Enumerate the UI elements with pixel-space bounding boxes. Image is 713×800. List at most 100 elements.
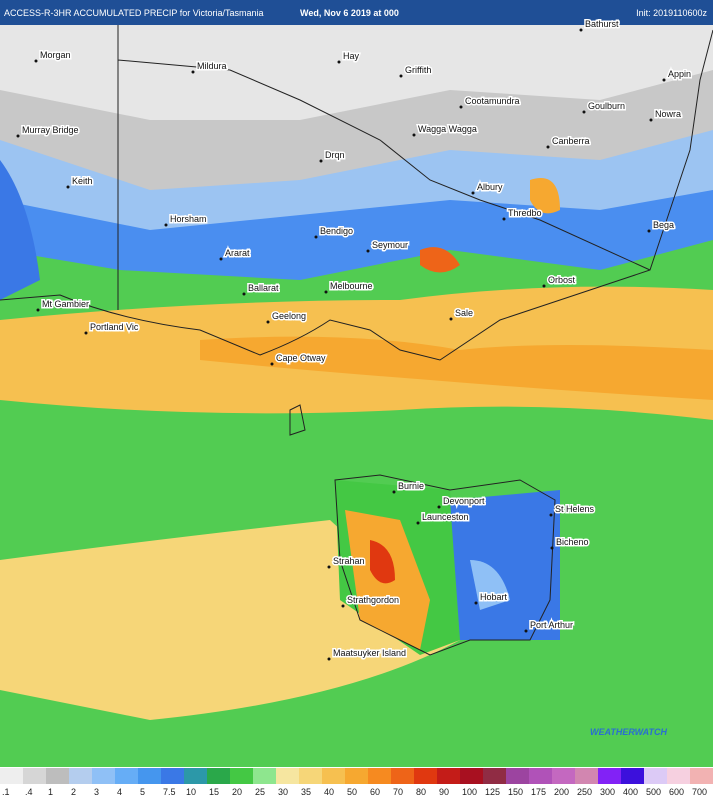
legend-label: 25 bbox=[255, 787, 265, 797]
city-dot bbox=[550, 546, 554, 550]
city-label: Melbourne bbox=[330, 281, 373, 291]
city-label: Thredbo bbox=[508, 208, 542, 218]
city-dot bbox=[337, 60, 341, 64]
city-label: Sale bbox=[455, 308, 473, 318]
city-label: Wagga Wagga bbox=[418, 124, 477, 134]
city-dot bbox=[266, 320, 270, 324]
city-label: Murray Bridge bbox=[22, 125, 79, 135]
legend-swatch bbox=[506, 768, 529, 784]
legend-swatch bbox=[23, 768, 46, 784]
legend-swatch bbox=[92, 768, 115, 784]
city-dot bbox=[242, 292, 246, 296]
city-dot bbox=[502, 217, 506, 221]
legend-swatch bbox=[644, 768, 667, 784]
city-label: Bicheno bbox=[556, 537, 589, 547]
city-dot bbox=[366, 249, 370, 253]
city-label: Burnie bbox=[398, 481, 424, 491]
legend-label: 35 bbox=[301, 787, 311, 797]
legend-label: 10 bbox=[186, 787, 196, 797]
city-label: Strathgordon bbox=[347, 595, 399, 605]
city-dot bbox=[314, 235, 318, 239]
legend-label: 100 bbox=[462, 787, 477, 797]
legend-swatch bbox=[437, 768, 460, 784]
borders bbox=[0, 25, 713, 656]
city-dot bbox=[164, 223, 168, 227]
legend-label: 125 bbox=[485, 787, 500, 797]
city-label: Cootamundra bbox=[465, 96, 520, 106]
legend: .1 .4 1 2 3 4 5 7.5 10 15 20 25 30 35 40 50 60 70 80 90 100 1… bbox=[0, 768, 713, 797]
city-label: Bendigo bbox=[320, 226, 353, 236]
legend-label: 500 bbox=[646, 787, 661, 797]
legend-label: 3 bbox=[94, 787, 99, 797]
city-dot bbox=[16, 134, 20, 138]
legend-label: 15 bbox=[209, 787, 219, 797]
city-dot bbox=[84, 331, 88, 335]
legend-label: 400 bbox=[623, 787, 638, 797]
city-label: Mildura bbox=[197, 61, 227, 71]
legend-label: 175 bbox=[531, 787, 546, 797]
legend-swatch bbox=[138, 768, 161, 784]
city-label: Bathurst bbox=[585, 19, 619, 29]
legend-swatch bbox=[322, 768, 345, 784]
legend-label: .1 bbox=[2, 787, 10, 797]
city-dot bbox=[647, 229, 651, 233]
city-label: Horsham bbox=[170, 214, 207, 224]
legend-swatch bbox=[368, 768, 391, 784]
legend-label: 60 bbox=[370, 787, 380, 797]
legend-swatch bbox=[184, 768, 207, 784]
legend-label: 70 bbox=[393, 787, 403, 797]
city-label: Maatsuyker Island bbox=[333, 648, 406, 658]
legend-swatch bbox=[621, 768, 644, 784]
legend-swatch bbox=[667, 768, 690, 784]
city-label: Ballarat bbox=[248, 283, 279, 293]
legend-label: 50 bbox=[347, 787, 357, 797]
header-date: Wed, Nov 6 2019 at 000 bbox=[300, 8, 399, 18]
city-label: Devonport bbox=[443, 496, 485, 506]
city-dot bbox=[191, 70, 195, 74]
legend-swatch bbox=[115, 768, 138, 784]
city-dot bbox=[459, 105, 463, 109]
city-dot bbox=[437, 505, 441, 509]
city-dot bbox=[341, 604, 345, 608]
legend-label: 40 bbox=[324, 787, 334, 797]
legend-label: 2 bbox=[71, 787, 76, 797]
city-dot bbox=[449, 317, 453, 321]
legend-label: 90 bbox=[439, 787, 449, 797]
legend-label: 150 bbox=[508, 787, 523, 797]
legend-swatch bbox=[345, 768, 368, 784]
city-label: Morgan bbox=[40, 50, 71, 60]
legend-label: 20 bbox=[232, 787, 242, 797]
city-label: Mt Gambier bbox=[42, 299, 89, 309]
legend-label: 700 bbox=[692, 787, 707, 797]
legend-swatch bbox=[414, 768, 437, 784]
legend-swatch bbox=[207, 768, 230, 784]
legend-swatch bbox=[69, 768, 92, 784]
legend-swatch bbox=[552, 768, 575, 784]
legend-label: 600 bbox=[669, 787, 684, 797]
city-dot bbox=[546, 145, 550, 149]
city-dot bbox=[416, 521, 420, 525]
city-label: Cape Otway bbox=[276, 353, 326, 363]
city-label: Goulburn bbox=[588, 101, 625, 111]
city-label: Seymour bbox=[372, 240, 408, 250]
legend-label: 300 bbox=[600, 787, 615, 797]
legend-label: 30 bbox=[278, 787, 288, 797]
legend-label: .4 bbox=[25, 787, 33, 797]
header-init: Init: 2019110600z bbox=[636, 8, 707, 18]
city-dot bbox=[34, 59, 38, 63]
legend-label: 4 bbox=[117, 787, 122, 797]
legend-swatch bbox=[299, 768, 322, 784]
city-label: Bega bbox=[653, 220, 674, 230]
legend-swatch bbox=[483, 768, 506, 784]
city-label: Launceston bbox=[422, 512, 469, 522]
city-dot bbox=[392, 490, 396, 494]
city-label: Keith bbox=[72, 176, 93, 186]
city-label: Strahan bbox=[333, 556, 365, 566]
city-dot bbox=[319, 159, 323, 163]
city-dot bbox=[36, 308, 40, 312]
city-dot bbox=[66, 185, 70, 189]
legend-swatch bbox=[391, 768, 414, 784]
legend-swatch bbox=[161, 768, 184, 784]
